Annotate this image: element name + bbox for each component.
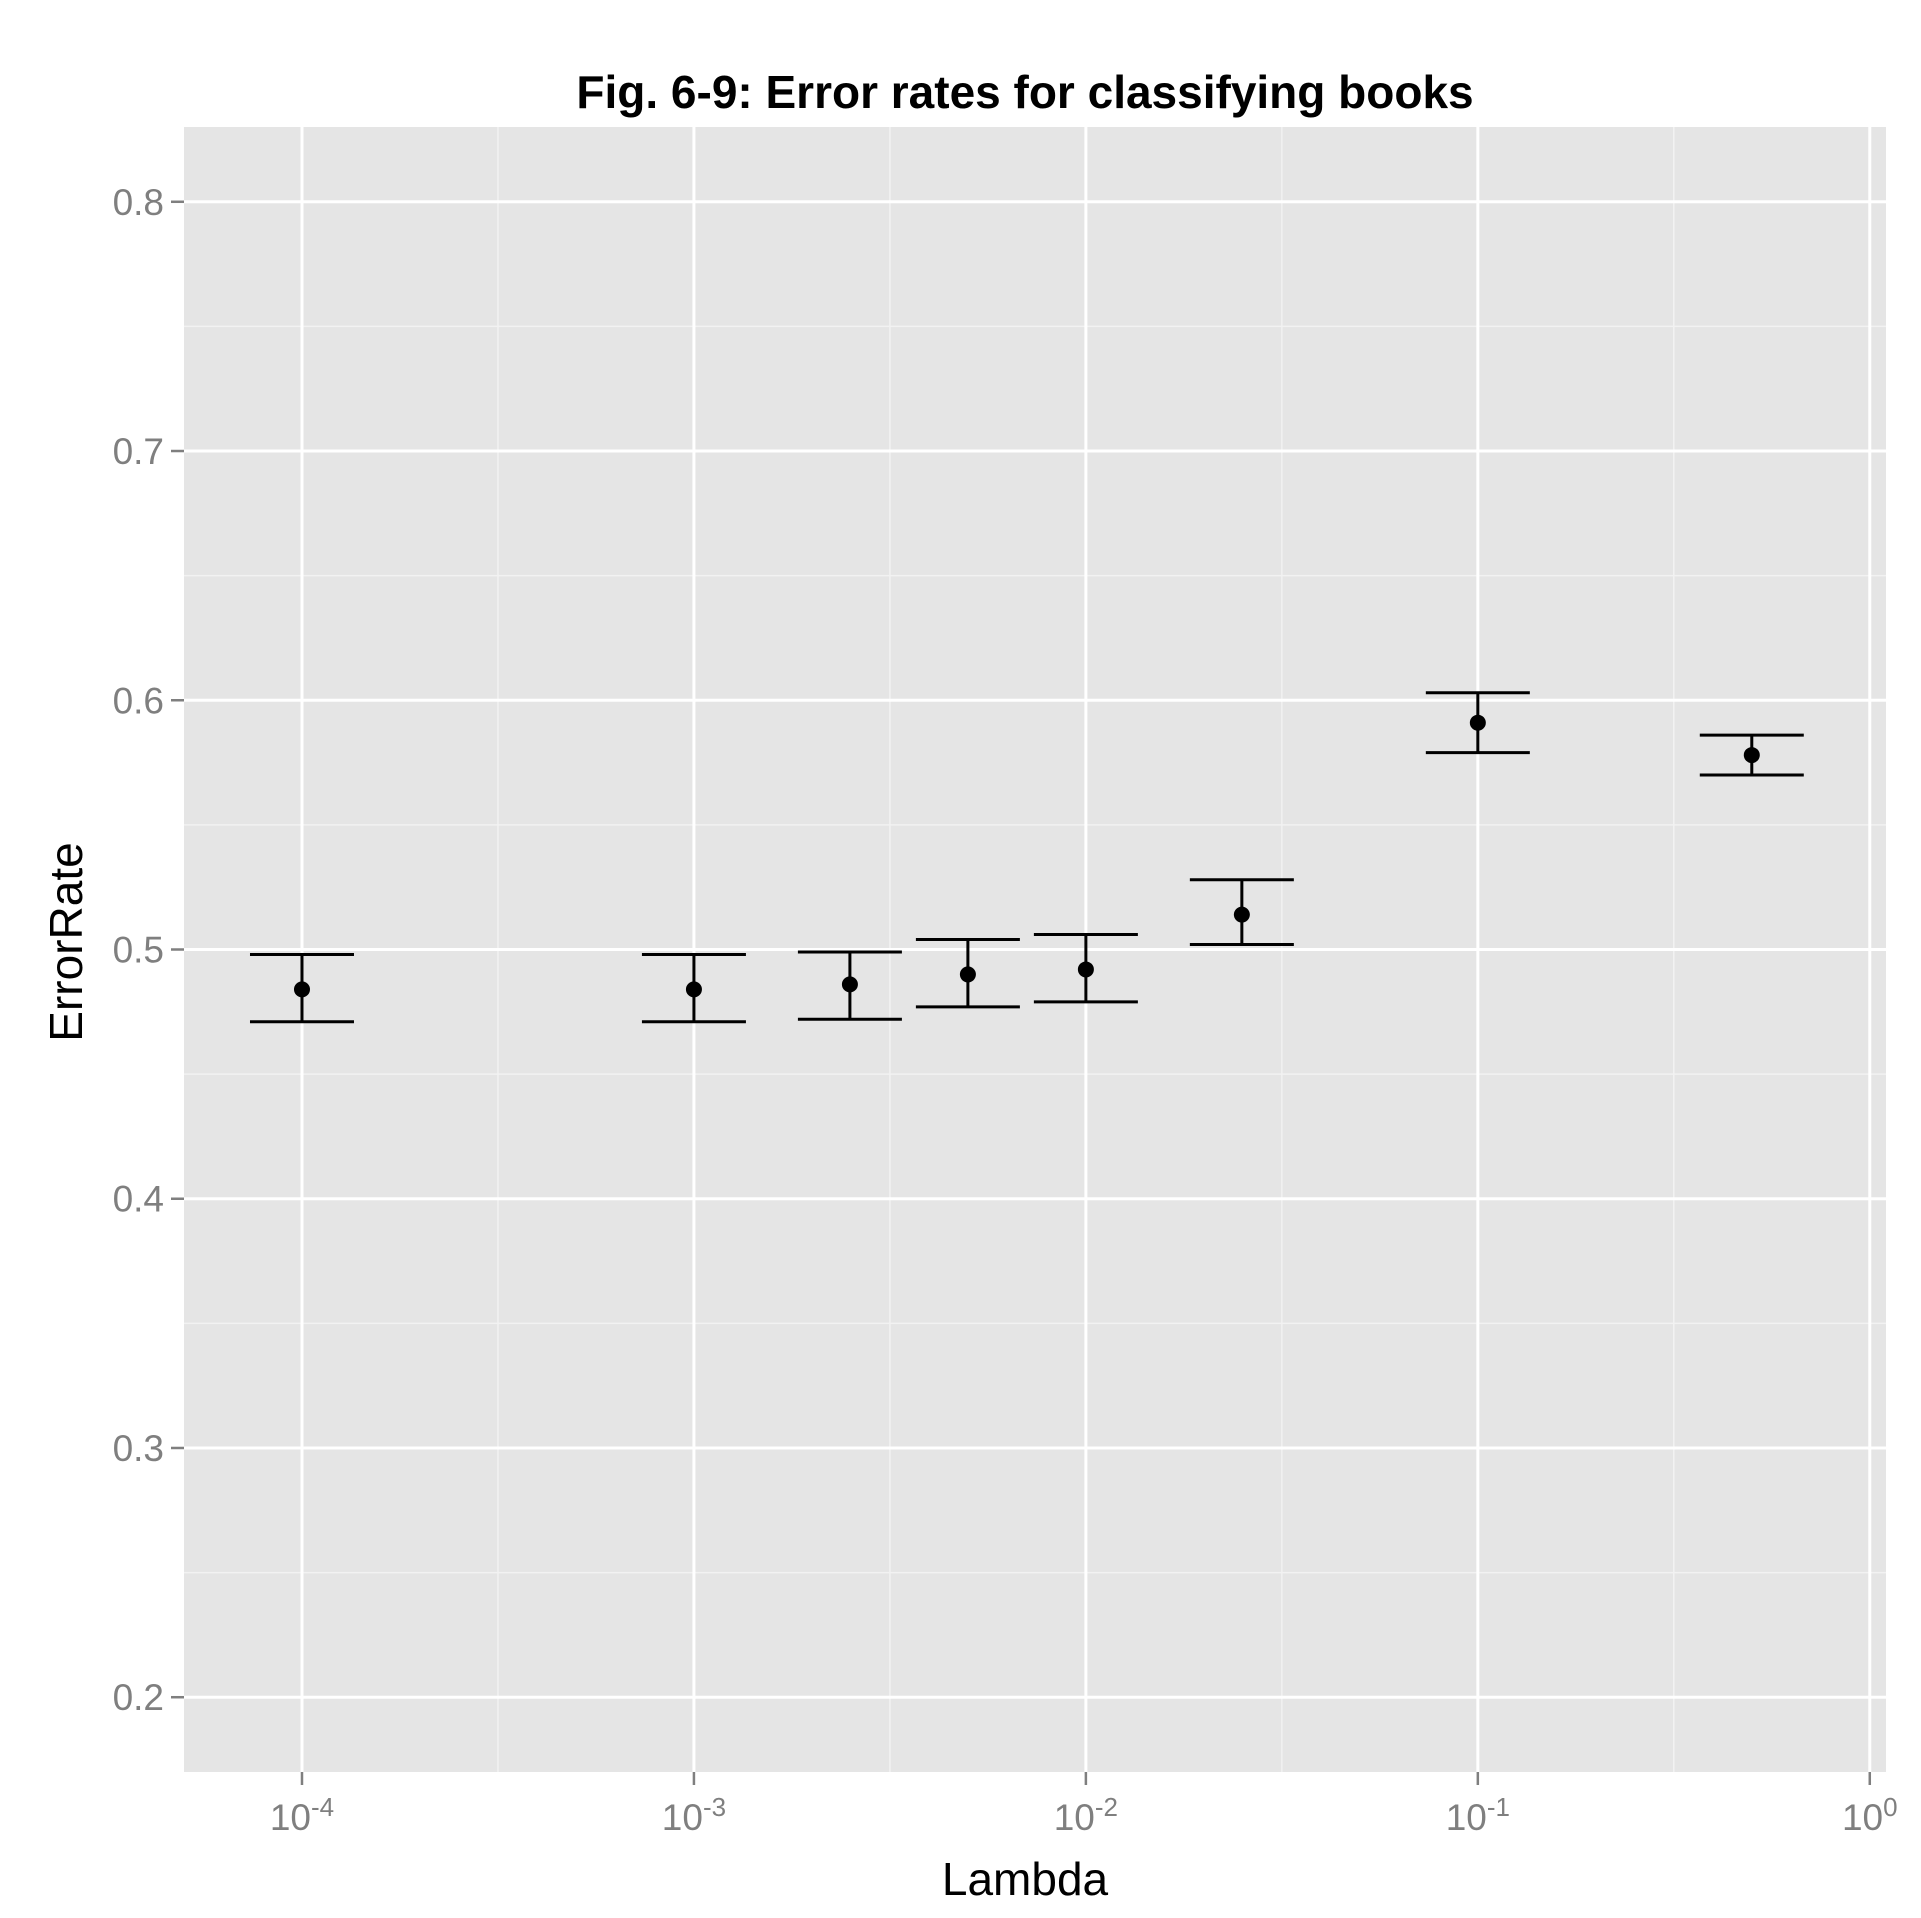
y-tick-label: 0.7 [113,431,164,472]
chart-title: Fig. 6-9: Error rates for classifying bo… [576,66,1473,118]
y-tick-label: 0.4 [113,1179,164,1220]
x-tick-label: 10-4 [270,1792,334,1838]
data-point [685,981,702,998]
data-point [1077,961,1094,978]
x-tick-label: 10-2 [1054,1792,1118,1838]
y-axis-title: ErrorRate [40,842,92,1041]
data-point [1233,906,1250,923]
y-tick-label: 0.3 [113,1428,164,1469]
data-point [841,976,858,993]
x-tick-label: 10-1 [1446,1792,1510,1838]
data-point [1469,714,1486,731]
major-gridlines [184,127,1886,1772]
x-tick-label: 10-3 [662,1792,726,1838]
data-points [293,714,1760,998]
y-tick-label: 0.2 [113,1677,164,1718]
y-tick-label: 0.6 [113,680,164,721]
x-axis: 10-4 10-3 10-2 10-1 100 [270,1772,1898,1838]
x-tick-label: 100 [1842,1792,1898,1838]
y-axis: 0.2 0.3 0.4 0.5 0.6 0.7 0.8 [113,182,184,1718]
data-point [959,966,976,983]
data-point [1743,747,1760,764]
x-axis-title: Lambda [942,1853,1109,1905]
y-tick-label: 0.5 [113,930,164,971]
data-point [293,981,310,998]
y-tick-label: 0.8 [113,182,164,223]
error-bars [249,691,1804,1024]
